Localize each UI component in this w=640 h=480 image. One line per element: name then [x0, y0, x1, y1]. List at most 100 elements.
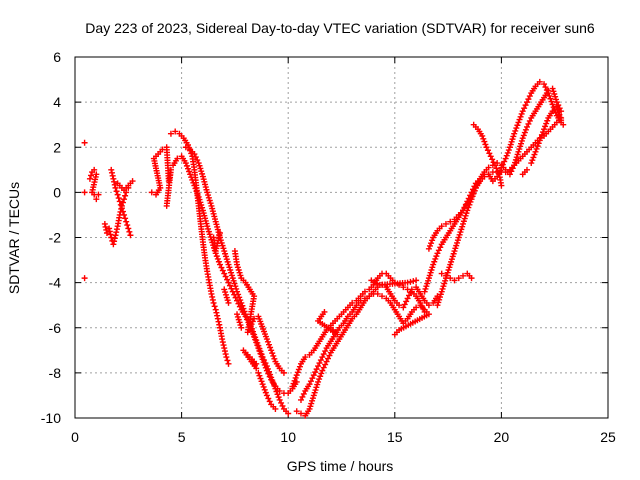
- data-point: [259, 381, 266, 388]
- data-point: [465, 195, 472, 202]
- data-point: [219, 339, 226, 346]
- data-point: [81, 139, 88, 146]
- data-point: [558, 117, 565, 124]
- data-point: [309, 395, 316, 402]
- data-point: [460, 272, 467, 279]
- data-point: [219, 336, 226, 343]
- data-point: [302, 354, 309, 361]
- data-point: [235, 291, 242, 298]
- data-point: [534, 143, 541, 150]
- data-point: [118, 205, 125, 212]
- data-point: [297, 396, 304, 403]
- data-point: [276, 396, 283, 403]
- data-point: [413, 304, 420, 311]
- data-point: [310, 372, 317, 379]
- data-point: [424, 280, 431, 287]
- data-point: [427, 269, 434, 276]
- data-point: [224, 357, 231, 364]
- data-point: [212, 306, 219, 313]
- data-point: [458, 226, 465, 233]
- data-point: [91, 166, 98, 173]
- data-point: [196, 162, 203, 169]
- data-point: [224, 297, 231, 304]
- data-point: [549, 101, 556, 108]
- data-point: [219, 242, 226, 249]
- data-point: [468, 196, 475, 203]
- data-point: [403, 298, 410, 305]
- data-point: [441, 280, 448, 287]
- data-point: [455, 275, 462, 282]
- data-point: [536, 137, 543, 144]
- data-point: [111, 238, 118, 245]
- data-point: [108, 234, 115, 241]
- data-point: [513, 154, 520, 161]
- data-point: [449, 253, 456, 260]
- y-tick-label: 4: [53, 94, 61, 110]
- data-point: [548, 98, 555, 105]
- data-point: [110, 241, 117, 248]
- data-point: [323, 358, 330, 365]
- data-point: [266, 368, 273, 375]
- data-point: [121, 196, 128, 203]
- data-point: [205, 192, 212, 199]
- data-point: [404, 286, 411, 293]
- data-point: [431, 258, 438, 265]
- data-point: [472, 184, 479, 191]
- data-point: [222, 250, 229, 257]
- data-point: [326, 352, 333, 359]
- data-point: [501, 158, 508, 165]
- data-point: [541, 81, 548, 88]
- chart-title: Day 223 of 2023, Sidereal Day-to-day VTE…: [85, 20, 595, 36]
- data-point: [223, 354, 230, 361]
- data-point: [457, 229, 464, 236]
- data-point: [536, 78, 543, 85]
- data-point: [314, 381, 321, 388]
- data-point: [479, 132, 486, 139]
- data-point: [481, 138, 488, 145]
- data-point: [307, 403, 314, 410]
- data-point: [183, 162, 190, 169]
- data-point: [220, 245, 227, 252]
- data-point: [429, 264, 436, 271]
- data-point: [480, 135, 487, 142]
- data-point: [490, 159, 497, 166]
- data-point: [215, 318, 222, 325]
- data-point: [260, 383, 267, 390]
- data-point: [216, 321, 223, 328]
- data-point: [423, 283, 430, 290]
- data-point: [486, 150, 493, 157]
- data-point: [234, 264, 241, 271]
- data-point: [219, 267, 226, 274]
- data-point: [464, 207, 471, 214]
- data-point: [193, 188, 200, 195]
- data-point: [124, 222, 131, 229]
- y-axis-label: SDTVAR / TECUs: [6, 182, 22, 294]
- data-point: [111, 178, 118, 185]
- data-point: [462, 212, 469, 219]
- data-point: [425, 275, 432, 282]
- data-point: [439, 285, 446, 292]
- data-point: [515, 148, 522, 155]
- data-point: [196, 196, 203, 203]
- data-point: [467, 198, 474, 205]
- data-point: [549, 85, 556, 92]
- data-point: [126, 228, 133, 235]
- data-point: [192, 154, 199, 161]
- data-point: [523, 99, 530, 106]
- y-tick-label: -6: [49, 320, 62, 336]
- data-point: [259, 354, 266, 361]
- data-point: [315, 363, 322, 370]
- data-point: [438, 288, 445, 295]
- data-point: [221, 286, 228, 293]
- data-point: [93, 196, 100, 203]
- data-point: [508, 138, 515, 145]
- x-tick-label: 25: [600, 429, 616, 445]
- data-point: [186, 168, 193, 175]
- data-point: [504, 149, 511, 156]
- data-point: [113, 188, 120, 195]
- data-point: [235, 266, 242, 273]
- data-point: [262, 360, 269, 367]
- data-point: [523, 166, 530, 173]
- data-point: [435, 299, 442, 306]
- data-point: [379, 293, 386, 300]
